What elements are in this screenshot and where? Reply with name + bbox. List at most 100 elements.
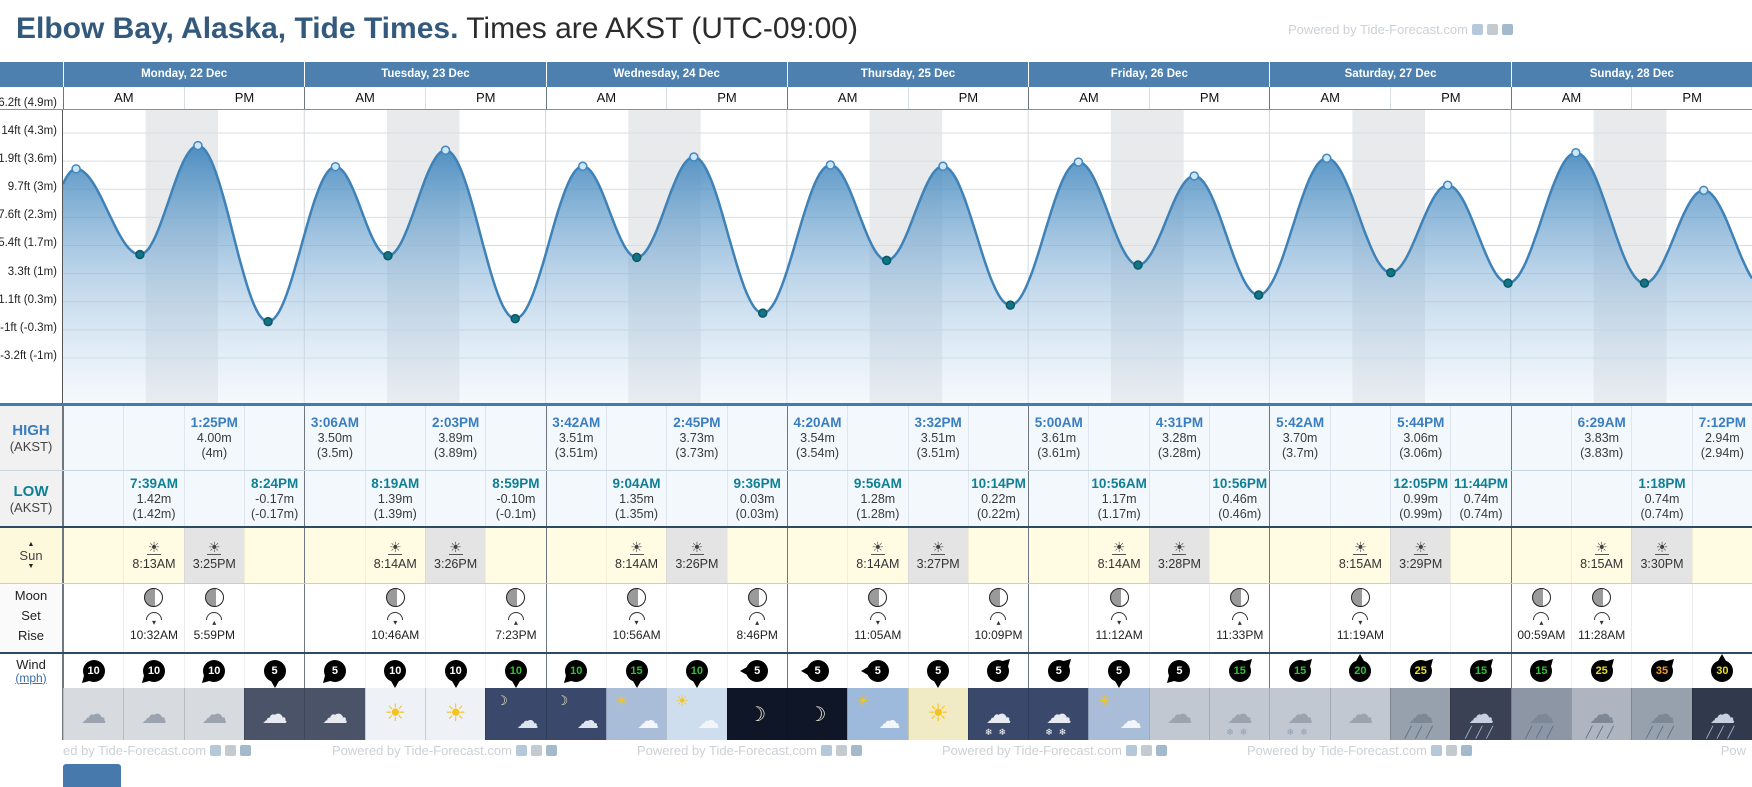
wind-speed-icon: 15: [1228, 660, 1251, 682]
sunrise-time: 8:15AM: [1580, 556, 1624, 571]
wind-cell: 10: [63, 654, 123, 688]
am-label: AM: [304, 87, 425, 109]
moon-phase-icon: [747, 588, 767, 607]
moon-phase-icon: [1592, 588, 1612, 607]
social-icon[interactable]: [515, 745, 527, 756]
social-icon[interactable]: [1460, 745, 1472, 756]
low-cell: [63, 471, 124, 526]
high-time: 2:45PM: [673, 415, 721, 430]
social-icon[interactable]: [1501, 24, 1513, 35]
title-bar: Elbow Bay, Alaska, Tide Times. Times are…: [0, 0, 1752, 62]
moon-rise-chevron: ▴: [1237, 618, 1242, 627]
moon-cell: [1148, 584, 1209, 652]
separator: [0, 526, 1752, 528]
y-axis-tick: -1ft (-0.3m): [0, 321, 57, 334]
social-icon[interactable]: [820, 745, 832, 756]
watermark-footer[interactable]: Powered by Tide-Forecast.com: [637, 743, 862, 758]
watermark-text[interactable]: Powered by Tide-Forecast.com: [942, 743, 1122, 758]
wind-speed-icon: 5: [263, 660, 286, 682]
social-icon[interactable]: [530, 745, 542, 756]
watermark-footer[interactable]: Powered by Tide-Forecast.com: [942, 743, 1167, 758]
watermark-text[interactable]: ed by Tide-Forecast.com: [63, 743, 207, 758]
social-icon[interactable]: [850, 745, 862, 756]
wind-direction-arrow: [499, 654, 533, 688]
moon-phase-icon: [506, 588, 526, 607]
watermark-text[interactable]: Powered by Tide-Forecast.com: [637, 743, 817, 758]
sunrise-icon: ☀: [630, 538, 643, 555]
social-icon[interactable]: [545, 745, 557, 756]
wind-speed-icon: 25: [1590, 660, 1613, 682]
y-axis-tick: 3.3ft (1m): [7, 265, 57, 278]
social-icon[interactable]: [1125, 745, 1137, 756]
bottom-strip: Pow: [0, 743, 1752, 787]
social-icon[interactable]: [1471, 24, 1483, 35]
weather-snowcloud-icon: ☁ ❄❄: [1028, 688, 1089, 740]
low-cell: 9:56AM 1.28m (1.28m): [847, 471, 908, 526]
low-time: 8:24PM: [250, 475, 299, 491]
moon-cell: ▾ 10:56AM: [605, 584, 666, 652]
moon-cell: ▾ 11:12AM: [1088, 584, 1148, 652]
ampm-row: AM PM AM PM AM PM AM PM AM PM AM PM AM PM: [0, 87, 1752, 110]
social-icon[interactable]: [1140, 745, 1152, 756]
moon-cell: [1269, 584, 1329, 652]
low-height-alt: (1.39m): [373, 506, 417, 521]
watermark-text[interactable]: Powered by Tide-Forecast.com: [1247, 743, 1427, 758]
weather-row: ☁ ☁ ☁ ☁ ☁ ☀ ☀ ☽ ☁ ☽ ☁ ☀ ☁ ☀ ☁ ☽ ☽ ☀ ☁ ☀ ☁ ❄❄ ☁ ❄❄ ☀ ☁ ☁ ☁ ❄❄ ☁ ❄❄ ☁ ☁ ╱╱╱…: [0, 688, 1752, 740]
high-cell: [364, 406, 425, 470]
high-cell: 5:00AM 3.61m (3.61m): [1028, 406, 1089, 470]
sun-cell: ☀ 8:14AM: [1088, 528, 1148, 583]
low-cell: [304, 471, 365, 526]
day-header-gutter: [0, 62, 63, 87]
high-height-m: 3.70m: [1282, 431, 1318, 445]
watermark-text[interactable]: Powered by Tide-Forecast.com: [1288, 22, 1468, 37]
wind-cell: 5: [847, 654, 907, 688]
high-cell: [1631, 406, 1692, 470]
bottom-widget-button[interactable]: [63, 764, 121, 787]
moon-cell: [1028, 584, 1088, 652]
low-height-alt: (0.74m): [1459, 506, 1503, 521]
social-icon[interactable]: [225, 745, 237, 756]
social-icon[interactable]: [1445, 745, 1457, 756]
moon-rise-chevron: ▴: [212, 618, 217, 627]
high-height-alt: (3.51m): [916, 446, 960, 460]
watermark-footer[interactable]: Powered by Tide-Forecast.com: [1247, 743, 1472, 758]
watermark-text[interactable]: Powered by Tide-Forecast.com: [332, 743, 512, 758]
moon-set-chevron: ▾: [393, 618, 398, 627]
weather-mooncloud-icon: ☽ ☁: [485, 688, 546, 740]
wind-speed-icon: 5: [746, 660, 769, 682]
social-icon[interactable]: [835, 745, 847, 756]
moon-phase-icon: [868, 588, 888, 607]
mph-unit-link[interactable]: (mph): [15, 670, 47, 685]
weather-sun-icon: ☀: [364, 688, 425, 740]
social-icon[interactable]: [240, 745, 252, 756]
moon-set-chevron: ▾: [1117, 618, 1122, 627]
moon-cell: ▾ 10:32AM: [123, 584, 183, 652]
weather-snowcloud-icon: ☁ ❄❄: [967, 688, 1029, 740]
wind-speed-icon: 10: [82, 660, 105, 682]
weather-cloud-icon: ☁: [304, 688, 365, 740]
wind-cell: 10: [364, 654, 425, 688]
low-height-m: 1.17m: [1101, 491, 1137, 506]
horizon-line: [1413, 553, 1428, 555]
wind-speed-icon: 5: [1168, 660, 1191, 682]
social-icon[interactable]: [1486, 24, 1498, 35]
social-icon[interactable]: [210, 745, 222, 756]
watermark-top[interactable]: Powered by Tide-Forecast.com: [1288, 22, 1513, 37]
social-icon[interactable]: [1155, 745, 1167, 756]
sun-cell: [1510, 528, 1571, 583]
day-header-row: Monday, 22 Dec Tuesday, 23 Dec Wednesday, …: [0, 62, 1752, 87]
sunrise-icon: ☀: [871, 538, 885, 555]
low-height-alt: (0.22m): [976, 506, 1021, 521]
watermark-footer[interactable]: Powered by Tide-Forecast.com: [332, 743, 557, 758]
social-icon[interactable]: [1430, 745, 1442, 756]
sunrise-time: 8:14AM: [1097, 556, 1141, 571]
watermark-footer[interactable]: ed by Tide-Forecast.com: [63, 743, 252, 758]
low-cell: [1510, 471, 1572, 526]
moon-set-time: 11:28AM: [1578, 628, 1626, 642]
low-cell: [424, 471, 486, 526]
high-cell: [1329, 406, 1391, 470]
moon-row-label: Moon Set Rise: [0, 584, 63, 652]
low-tide-row: LOW (AKST) 7:39AM 1.42m (1.42m) 8:24PM -0.17m(…: [0, 470, 1752, 526]
weather-moon-icon: ☽: [726, 688, 787, 740]
low-height-m: -0.17m: [255, 491, 295, 506]
